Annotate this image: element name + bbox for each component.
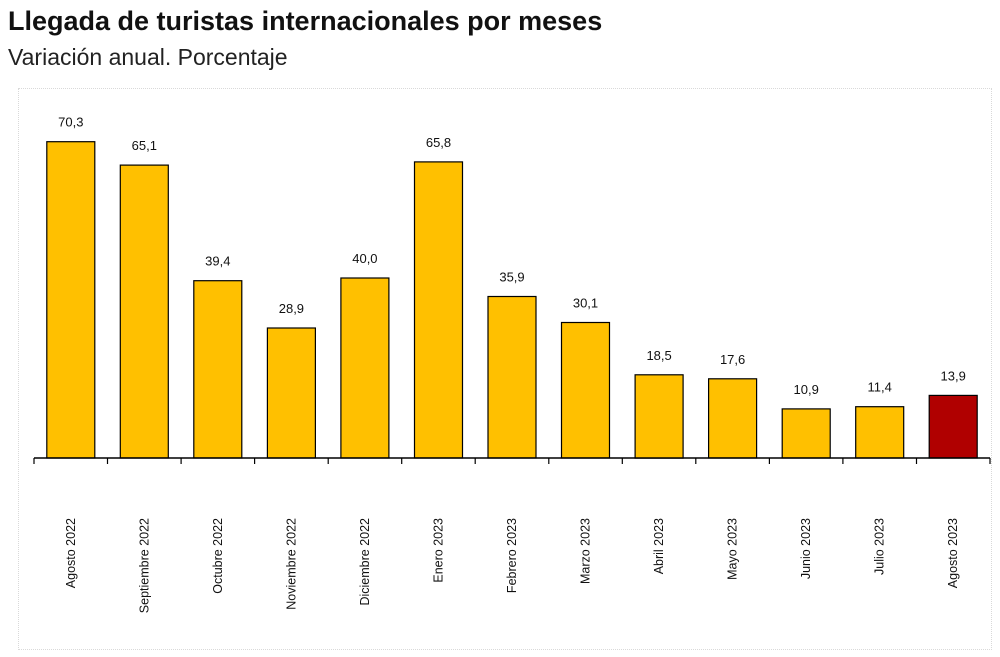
category-label-8: Abril 2023	[652, 518, 666, 574]
bar-3	[266, 327, 316, 459]
value-label-8: 18,5	[646, 348, 671, 363]
bar-8	[634, 374, 684, 459]
bar-10	[781, 408, 831, 459]
value-label-7: 30,1	[573, 296, 598, 311]
category-label-6: Febrero 2023	[505, 518, 519, 593]
value-label-5: 65,8	[426, 135, 451, 150]
category-label-2: Octubre 2022	[211, 518, 225, 594]
category-label-0: Agosto 2022	[64, 518, 78, 588]
bar-9	[707, 378, 758, 459]
bar-6	[487, 295, 537, 459]
category-label-3: Noviembre 2022	[284, 518, 298, 610]
value-label-3: 28,9	[279, 301, 304, 316]
category-label-9: Mayo 2023	[726, 518, 740, 580]
category-label-1: Septiembre 2022	[137, 518, 151, 613]
category-label-7: Marzo 2023	[579, 518, 593, 584]
value-label-2: 39,4	[205, 254, 230, 269]
plot-area-border	[18, 88, 992, 650]
bar-12	[928, 394, 978, 459]
value-label-12: 13,9	[941, 368, 966, 383]
category-label-4: Diciembre 2022	[358, 518, 372, 606]
bar-5	[413, 161, 464, 459]
bar-11	[855, 406, 905, 459]
value-label-9: 17,6	[720, 352, 745, 367]
bar-4	[340, 277, 390, 459]
category-label-5: Enero 2023	[432, 518, 446, 583]
value-label-4: 40,0	[352, 251, 377, 266]
value-label-1: 65,1	[132, 138, 157, 153]
chart-title: Llegada de turistas internacionales por …	[8, 6, 603, 36]
bar-1	[119, 164, 169, 459]
bar-2	[193, 280, 243, 459]
category-label-10: Junio 2023	[799, 518, 813, 579]
bar-7	[560, 321, 611, 459]
value-label-0: 70,3	[58, 115, 83, 130]
category-label-11: Julio 2023	[873, 518, 887, 575]
value-label-10: 10,9	[794, 382, 819, 397]
value-label-11: 11,4	[868, 380, 892, 395]
bar-0	[46, 141, 96, 459]
chart-subtitle: Variación anual. Porcentaje	[8, 44, 288, 70]
value-label-6: 35,9	[499, 270, 524, 285]
category-label-12: Agosto 2023	[946, 518, 960, 588]
